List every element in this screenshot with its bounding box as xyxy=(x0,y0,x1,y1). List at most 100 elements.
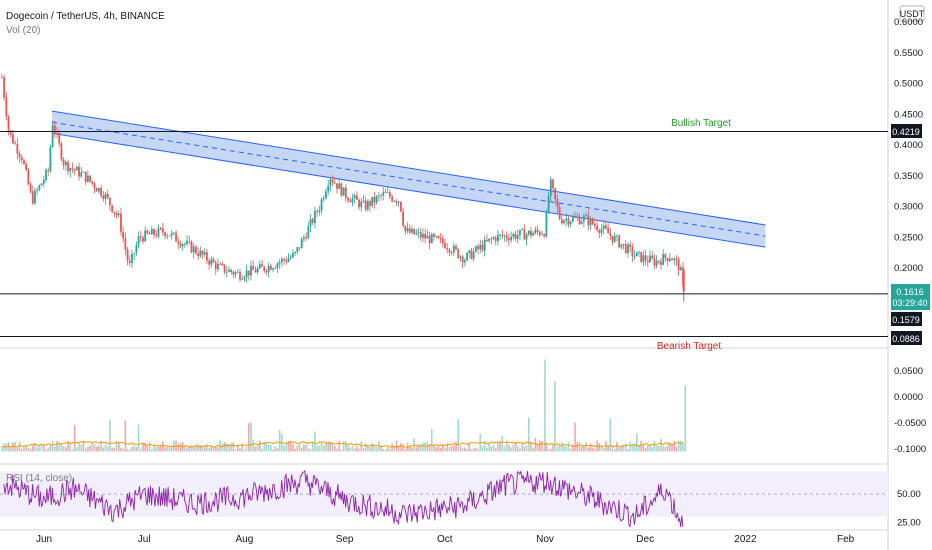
candle[interactable] xyxy=(252,265,255,270)
candle[interactable] xyxy=(439,238,442,239)
candle[interactable] xyxy=(126,249,129,262)
candle[interactable] xyxy=(560,218,563,224)
candle[interactable] xyxy=(258,264,261,269)
candle[interactable] xyxy=(466,253,468,261)
candle[interactable] xyxy=(474,246,477,252)
candle[interactable] xyxy=(483,239,486,251)
candle[interactable] xyxy=(300,239,303,249)
candle[interactable] xyxy=(426,235,429,239)
candle[interactable] xyxy=(397,201,400,203)
candle[interactable] xyxy=(142,237,144,242)
candle[interactable] xyxy=(159,228,162,229)
candle[interactable] xyxy=(56,132,58,134)
candle[interactable] xyxy=(16,143,19,154)
candle[interactable] xyxy=(283,258,285,261)
candle[interactable] xyxy=(377,195,380,197)
candle[interactable] xyxy=(73,169,76,171)
candle[interactable] xyxy=(366,201,369,210)
candle[interactable] xyxy=(278,262,281,264)
candle[interactable] xyxy=(536,229,539,232)
candle[interactable] xyxy=(327,185,330,192)
candle[interactable] xyxy=(225,271,228,273)
candle[interactable] xyxy=(69,167,72,172)
candle[interactable] xyxy=(267,265,270,273)
candle[interactable] xyxy=(369,201,371,206)
candle[interactable] xyxy=(640,252,643,262)
candle[interactable] xyxy=(477,246,479,250)
candle[interactable] xyxy=(362,200,365,202)
candle[interactable] xyxy=(598,230,601,233)
candle[interactable] xyxy=(148,233,151,235)
candle[interactable] xyxy=(558,207,561,219)
candle[interactable] xyxy=(111,205,114,212)
candle[interactable] xyxy=(580,221,583,225)
candle[interactable] xyxy=(45,169,47,180)
candle[interactable] xyxy=(314,211,316,223)
candle[interactable] xyxy=(549,179,552,196)
candle[interactable] xyxy=(309,219,312,227)
candle[interactable] xyxy=(311,219,314,223)
candle[interactable] xyxy=(40,183,43,186)
candle[interactable] xyxy=(485,239,488,242)
candle[interactable] xyxy=(585,215,587,217)
candle[interactable] xyxy=(666,258,669,262)
candle[interactable] xyxy=(649,255,651,263)
candle[interactable] xyxy=(660,261,662,265)
candle[interactable] xyxy=(221,264,224,266)
candle[interactable] xyxy=(600,229,603,233)
candle[interactable] xyxy=(525,234,528,240)
candle[interactable] xyxy=(413,228,416,235)
candle[interactable] xyxy=(479,244,482,250)
channel-upper-line[interactable] xyxy=(51,110,766,226)
candle[interactable] xyxy=(318,210,321,213)
candle[interactable] xyxy=(646,260,649,263)
candle[interactable] xyxy=(42,179,45,184)
candle[interactable] xyxy=(208,260,211,265)
candle[interactable] xyxy=(104,193,107,199)
candle[interactable] xyxy=(675,258,678,260)
candle[interactable] xyxy=(408,228,411,233)
candle[interactable] xyxy=(139,236,142,238)
candle[interactable] xyxy=(587,215,590,226)
candle[interactable] xyxy=(380,195,382,197)
candle[interactable] xyxy=(576,217,579,219)
candle[interactable] xyxy=(38,185,41,190)
candle[interactable] xyxy=(589,218,592,226)
candle[interactable] xyxy=(541,234,543,236)
candle[interactable] xyxy=(481,244,484,251)
candle[interactable] xyxy=(333,182,336,184)
candle[interactable] xyxy=(633,256,636,257)
candle[interactable] xyxy=(177,241,180,244)
candle[interactable] xyxy=(89,175,91,182)
candle[interactable] xyxy=(627,244,629,254)
candle[interactable] xyxy=(340,183,343,196)
candle[interactable] xyxy=(9,130,12,135)
candle[interactable] xyxy=(80,172,83,177)
candle[interactable] xyxy=(31,191,34,204)
candle[interactable] xyxy=(393,200,396,202)
candle[interactable] xyxy=(424,233,427,239)
candle[interactable] xyxy=(245,270,248,278)
candle[interactable] xyxy=(250,265,252,276)
candle[interactable] xyxy=(607,228,610,234)
candle[interactable] xyxy=(679,267,682,271)
candle[interactable] xyxy=(5,97,8,117)
candle[interactable] xyxy=(492,237,495,239)
candle[interactable] xyxy=(336,183,338,189)
candle[interactable] xyxy=(593,223,596,226)
candle[interactable] xyxy=(3,77,6,98)
candle[interactable] xyxy=(563,220,565,224)
candle[interactable] xyxy=(183,243,186,245)
candle[interactable] xyxy=(605,225,607,229)
candle[interactable] xyxy=(287,258,290,262)
candle[interactable] xyxy=(342,187,345,196)
candle[interactable] xyxy=(571,217,574,222)
candle[interactable] xyxy=(298,247,301,249)
candle[interactable] xyxy=(521,229,524,231)
candle[interactable] xyxy=(58,133,61,144)
candle[interactable] xyxy=(210,259,213,265)
candle[interactable] xyxy=(501,234,504,237)
candle[interactable] xyxy=(673,258,676,261)
candle[interactable] xyxy=(84,171,87,182)
